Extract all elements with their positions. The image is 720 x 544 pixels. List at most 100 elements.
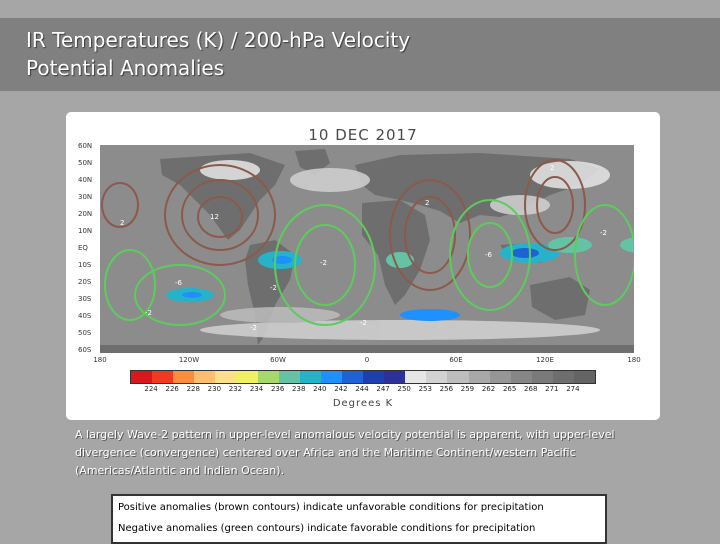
antarctica <box>100 345 634 353</box>
lat-label: 40N <box>78 176 93 184</box>
legend-negative: Negative anomalies (green contours) indi… <box>118 523 536 534</box>
lat-label: 60S <box>78 346 92 354</box>
contour-label: 2 <box>550 164 554 172</box>
positive-contour <box>404 196 456 274</box>
negative-contour <box>449 199 531 311</box>
contour-label: -2 <box>145 309 152 317</box>
cloud-patch <box>290 168 370 192</box>
negative-contour <box>574 204 634 306</box>
cloud-patch <box>200 320 600 340</box>
colorbar-label: 250 <box>397 385 411 393</box>
colorbar-label: 247 <box>376 385 390 393</box>
convection-patch <box>620 237 634 253</box>
title-line-1: IR Temperatures (K) / 200-hPa Velocity <box>26 28 411 52</box>
contour-label: -2 <box>270 284 277 292</box>
cloud-patch <box>490 195 550 215</box>
contour-legend-box: Positive anomalies (brown contours) indi… <box>111 494 607 544</box>
colorbar-swatch <box>426 371 448 383</box>
title-line-2: Potential Anomalies <box>26 56 225 80</box>
colorbar-swatch <box>341 371 364 383</box>
colorbar <box>130 370 596 384</box>
convection-patch <box>400 309 460 321</box>
colorbar-label: 268 <box>524 385 538 393</box>
contour-label: -6 <box>485 251 493 259</box>
colorbar-label: 271 <box>545 385 559 393</box>
contour-label: -2 <box>250 324 257 332</box>
positive-contour <box>197 196 243 238</box>
colorbar-label: 228 <box>186 385 200 393</box>
colorbar-swatch <box>131 371 153 383</box>
positive-contour <box>164 164 276 266</box>
colorbar-label: 256 <box>439 385 454 393</box>
map-date: 10 DEC 2017 <box>308 126 418 144</box>
contour-label: -6 <box>175 279 183 287</box>
positive-contours <box>101 159 586 291</box>
colorbar-swatch <box>257 371 279 383</box>
lon-label: 180 <box>93 356 107 364</box>
colorbar-swatch <box>278 371 300 383</box>
contour-label: 2 <box>120 219 124 227</box>
colorbar-label: 230 <box>207 385 222 393</box>
lat-label: 30S <box>78 295 92 303</box>
lat-label: EQ <box>78 244 88 252</box>
lon-label: 0 <box>364 356 370 364</box>
lon-label: 120E <box>536 356 554 364</box>
convection-patch <box>386 252 414 268</box>
contour-label: -2 <box>600 229 607 237</box>
colorbar-swatch <box>236 371 258 383</box>
colorbar-label: 259 <box>460 385 475 393</box>
colorbar-swatch <box>152 371 174 383</box>
positive-contour <box>181 179 259 251</box>
negative-contour <box>134 264 226 326</box>
lon-label: 60W <box>270 356 286 364</box>
colorbar-swatch <box>320 371 342 383</box>
colorbar-label: 236 <box>270 385 285 393</box>
lon-label: 180 <box>627 356 641 364</box>
positive-contour <box>524 159 586 251</box>
colorbar-label: 274 <box>566 385 580 393</box>
colorbar-label: 224 <box>144 385 158 393</box>
colorbar-swatch <box>405 371 427 383</box>
lat-label: 20S <box>78 278 92 286</box>
negative-contour <box>294 224 356 306</box>
colorbar-label: 242 <box>334 385 348 393</box>
contour-labels: 12 -2 -6 -2 -6 -2 2 -2 2 -2 2 -2 <box>120 164 607 332</box>
positive-contour <box>101 182 139 228</box>
lat-label: 20N <box>78 210 93 218</box>
lat-label: 40S <box>78 312 92 320</box>
contour-label: -2 <box>320 259 327 267</box>
colorbar-swatch <box>489 371 511 383</box>
colorbar-swatch <box>363 371 385 383</box>
map-figure: 10 DEC 2017 60N 50N 40N 30N 20N 10N EQ 1… <box>66 112 660 420</box>
legend-positive: Positive anomalies (brown contours) indi… <box>118 502 544 513</box>
contour-label: -2 <box>360 319 367 327</box>
contour-label: 2 <box>425 199 429 207</box>
units-label: Degrees K <box>332 398 394 409</box>
lon-label: 120W <box>178 356 200 364</box>
world-map: 12 -2 -6 -2 -6 -2 2 -2 2 -2 2 -2 <box>100 145 634 353</box>
caption: A largely Wave-2 pattern in upper-level … <box>75 428 615 477</box>
contour-label: 12 <box>210 213 219 221</box>
lat-label: 30N <box>78 193 93 201</box>
colorbar-label: 240 <box>313 385 327 393</box>
positive-contour <box>536 176 574 234</box>
lat-label: 50N <box>78 159 93 167</box>
negative-contours <box>104 199 634 326</box>
colorbar-label: 238 <box>292 385 306 393</box>
slide-title: IR Temperatures (K) / 200-hPa Velocity P… <box>26 26 410 82</box>
convection-patch <box>182 292 202 298</box>
title-bar <box>0 18 720 91</box>
colorbar-label: 262 <box>481 385 496 393</box>
convection-patch <box>272 256 292 264</box>
colorbar-swatch <box>194 371 216 383</box>
lat-label: 50S <box>78 329 92 337</box>
colorbar-label: 234 <box>249 385 264 393</box>
lat-label: 60N <box>78 142 93 150</box>
cloud-layer <box>200 160 610 340</box>
lat-label: 10N <box>78 227 93 235</box>
colorbar-swatch <box>299 371 321 383</box>
colorbar-label: 253 <box>418 385 432 393</box>
colorbar-swatch <box>531 371 553 383</box>
negative-contour <box>467 222 513 288</box>
negative-contour <box>274 204 376 326</box>
